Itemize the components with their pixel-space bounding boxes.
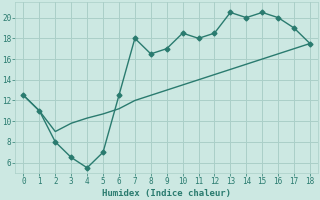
X-axis label: Humidex (Indice chaleur): Humidex (Indice chaleur) — [102, 189, 231, 198]
